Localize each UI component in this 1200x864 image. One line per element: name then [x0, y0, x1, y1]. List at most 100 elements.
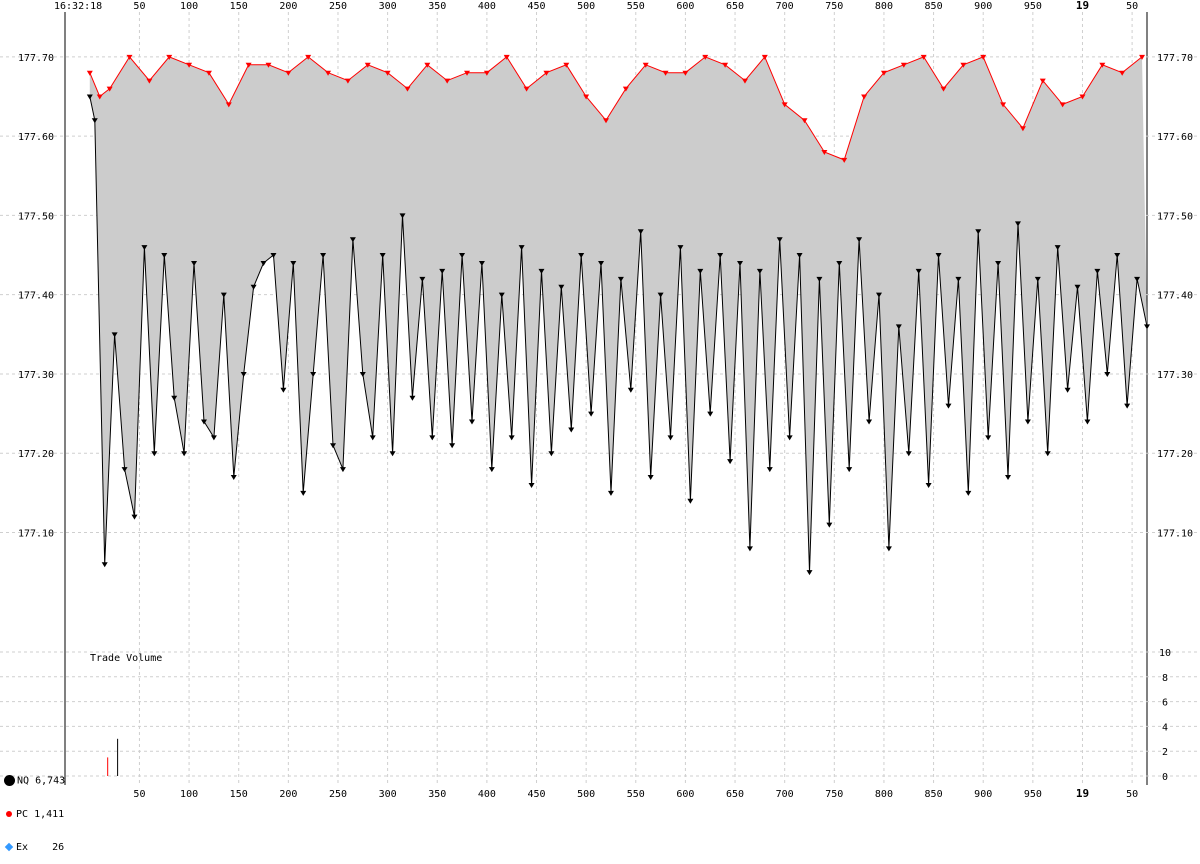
ask-point: [444, 78, 451, 84]
bid-point: [171, 395, 178, 401]
x-tick-label-top: 50: [1126, 1, 1138, 12]
bid-point: [737, 260, 744, 266]
ask-point: [920, 54, 927, 60]
bid-point: [141, 245, 148, 251]
x-tick-label-top: 750: [825, 1, 843, 12]
ask-point: [682, 70, 689, 76]
spread-area: [89, 56, 1147, 573]
x-tick-label-bottom: 19: [1076, 787, 1089, 800]
bid-point: [121, 467, 128, 473]
bid-point: [270, 253, 277, 259]
bid-point: [766, 467, 773, 473]
x-tick-label-bottom: 300: [379, 789, 397, 800]
x-tick-label-bottom: 750: [825, 789, 843, 800]
bid-point: [1084, 419, 1091, 425]
x-tick-label-top: 650: [726, 1, 744, 12]
ask-point: [305, 54, 312, 60]
ask-point: [960, 62, 967, 68]
bid-point: [697, 268, 704, 274]
bid-point: [617, 276, 624, 282]
ask-point: [741, 78, 748, 84]
bid-point: [1124, 403, 1131, 409]
bid-point: [955, 276, 962, 282]
bid-point: [727, 459, 734, 465]
bid-point: [1104, 371, 1111, 377]
bid-point: [578, 253, 585, 259]
volume-tick-label: 0: [1162, 772, 1168, 783]
bid-point: [359, 371, 366, 377]
x-tick-label-top: 250: [329, 1, 347, 12]
bid-point: [111, 332, 118, 338]
bid-point: [429, 435, 436, 441]
ask-point: [205, 70, 212, 76]
bid-point: [1014, 221, 1021, 227]
bid-point: [339, 467, 346, 473]
bid-point: [1024, 419, 1031, 425]
ask-point: [900, 62, 907, 68]
bid-point: [598, 260, 605, 266]
x-tick-label-bottom: 100: [180, 789, 198, 800]
chart-timestamp: 16:32:18: [54, 1, 102, 12]
bid-point: [1064, 387, 1071, 393]
bid-point: [439, 268, 446, 274]
bid-point: [409, 395, 416, 401]
y-tick-label-left: 177.30: [18, 370, 54, 381]
x-tick-label-bottom: 850: [925, 789, 943, 800]
bid-point: [1114, 253, 1121, 259]
y-tick-label-right: 177.10: [1157, 529, 1193, 540]
x-tick-label-top: 600: [676, 1, 694, 12]
x-tick-label-top: 700: [776, 1, 794, 12]
ask-point: [106, 86, 113, 92]
bid-point: [101, 562, 108, 568]
bid-point: [915, 268, 922, 274]
bid-point: [1044, 451, 1051, 457]
legend-item-ex: Ex 26: [4, 842, 65, 853]
x-tick-label-bottom: 700: [776, 789, 794, 800]
ask-point: [761, 54, 768, 60]
bid-point: [1054, 245, 1061, 251]
bid-point: [488, 467, 495, 473]
x-tick-label-bottom: 450: [527, 789, 545, 800]
legend: NQ 6,743 PC 1,411 Ex 26: [4, 753, 65, 864]
bid-point: [220, 292, 227, 298]
ask-point: [662, 70, 669, 76]
x-tick-label-bottom: 200: [279, 789, 297, 800]
bid-point: [657, 292, 664, 298]
x-tick-label-bottom: 500: [577, 789, 595, 800]
bid-point: [875, 292, 882, 298]
ask-point: [166, 54, 173, 60]
y-tick-label-right: 177.50: [1157, 211, 1193, 222]
ask-point: [722, 62, 729, 68]
x-tick-label-top: 550: [627, 1, 645, 12]
x-tick-label-top: 800: [875, 1, 893, 12]
x-tick-label-bottom: 900: [974, 789, 992, 800]
bid-point: [508, 435, 515, 441]
volume-tick-label: 2: [1162, 747, 1168, 758]
bid-point: [310, 371, 317, 377]
bid-point: [945, 403, 952, 409]
ask-point: [583, 94, 590, 100]
ask-point: [265, 62, 272, 68]
x-tick-label-top: 100: [180, 1, 198, 12]
y-tick-label-left: 177.60: [18, 132, 54, 143]
legend-item-pc: PC 1,411: [4, 809, 65, 820]
ask-point: [424, 62, 431, 68]
bid-point: [300, 490, 307, 496]
x-tick-label-top: 850: [925, 1, 943, 12]
ask-point: [285, 70, 292, 76]
ask-point: [1000, 102, 1007, 108]
bid-point: [746, 546, 753, 552]
x-tick-label-bottom: 150: [230, 789, 248, 800]
bid-point: [965, 490, 972, 496]
ask-point: [642, 62, 649, 68]
bid-point: [320, 253, 327, 259]
x-tick-label-top: 200: [279, 1, 297, 12]
ask-point: [523, 86, 530, 92]
x-tick-label-bottom: 600: [676, 789, 694, 800]
bid-point: [548, 451, 555, 457]
bid-point: [607, 490, 614, 496]
ask-point: [483, 70, 490, 76]
ask-point: [1119, 70, 1126, 76]
bid-point: [687, 498, 694, 504]
bid-point: [280, 387, 287, 393]
